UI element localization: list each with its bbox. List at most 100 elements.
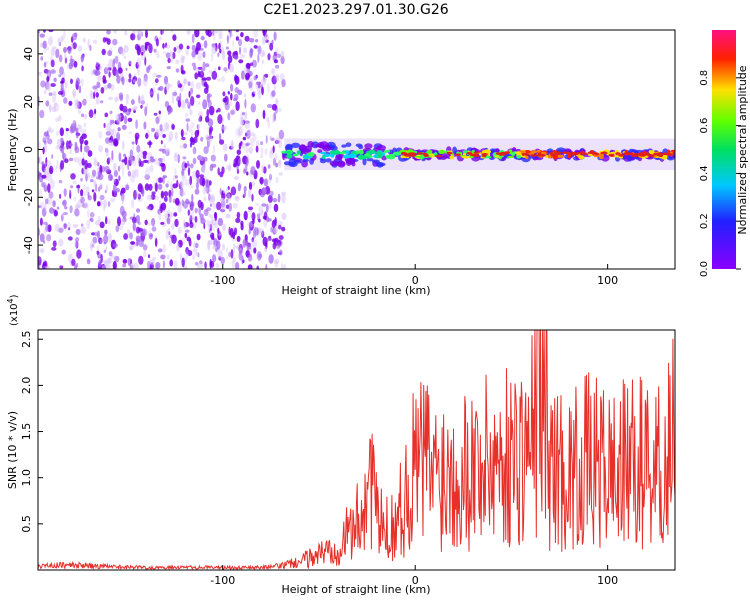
noise-speckle: [190, 163, 194, 169]
noise-speckle: [187, 101, 191, 110]
noise-speckle: [243, 111, 248, 121]
noise-speckle: [182, 156, 187, 160]
noise-speckle: [199, 260, 203, 265]
noise-speckle: [208, 134, 213, 144]
noise-speckle: [195, 261, 199, 266]
noise-speckle: [269, 42, 274, 51]
noise-speckle: [265, 241, 268, 250]
noise-speckle: [93, 179, 97, 188]
noise-speckle: [186, 45, 190, 50]
noise-speckle: [262, 109, 266, 120]
noise-speckle: [80, 177, 83, 182]
noise-speckle: [279, 73, 285, 81]
noise-speckle: [98, 65, 103, 71]
signal-core: [462, 153, 467, 156]
noise-speckle: [39, 109, 45, 119]
signal-peak: [495, 152, 500, 155]
noise-speckle: [48, 128, 54, 133]
noise-speckle: [189, 137, 195, 143]
noise-speckle: [279, 249, 283, 256]
noise-speckle: [141, 228, 147, 237]
noise-speckle: [186, 30, 192, 35]
noise-speckle: [47, 183, 51, 193]
noise-speckle: [232, 202, 238, 209]
noise-speckle: [39, 202, 46, 210]
noise-speckle: [282, 264, 287, 269]
noise-speckle: [162, 51, 167, 55]
noise-speckle: [245, 156, 249, 167]
noise-speckle: [139, 160, 144, 167]
noise-speckle: [70, 44, 74, 48]
noise-speckle: [90, 179, 94, 183]
signal-core: [419, 155, 424, 160]
noise-speckle: [59, 127, 64, 137]
noise-speckle: [91, 189, 95, 193]
noise-speckle: [218, 42, 221, 50]
noise-speckle: [119, 162, 125, 170]
noise-speckle: [238, 142, 242, 150]
noise-speckle: [212, 254, 217, 263]
noise-speckle: [167, 107, 170, 116]
noise-speckle: [63, 55, 68, 64]
signal-core: [376, 151, 383, 156]
noise-speckle: [184, 179, 190, 187]
noise-speckle: [270, 226, 273, 233]
noise-speckle: [89, 212, 95, 218]
noise-speckle: [156, 54, 160, 59]
noise-speckle: [55, 117, 60, 123]
noise-speckle: [174, 167, 177, 177]
noise-speckle: [131, 141, 135, 145]
noise-speckle: [73, 196, 76, 202]
noise-speckle: [190, 80, 194, 90]
noise-speckle: [143, 250, 147, 258]
noise-speckle: [183, 79, 187, 87]
noise-speckle: [149, 165, 154, 173]
noise-speckle: [202, 51, 206, 58]
noise-speckle: [172, 183, 178, 189]
signal-blob: [345, 142, 352, 147]
noise-speckle: [244, 98, 247, 109]
noise-speckle: [112, 190, 118, 198]
noise-speckle: [73, 156, 80, 163]
noise-speckle: [252, 90, 256, 95]
noise-speckle: [111, 128, 117, 139]
signal-peak: [466, 151, 472, 155]
noise-speckle: [261, 59, 264, 65]
noise-speckle: [260, 154, 264, 159]
noise-speckle: [271, 90, 276, 97]
noise-speckle: [194, 30, 200, 38]
noise-speckle: [212, 203, 217, 210]
noise-speckle: [83, 145, 90, 153]
noise-speckle: [102, 259, 107, 264]
noise-speckle: [119, 94, 124, 102]
noise-speckle: [240, 31, 244, 38]
noise-speckle: [179, 187, 184, 197]
noise-speckle: [176, 242, 180, 252]
noise-speckle: [44, 198, 49, 205]
noise-speckle: [43, 89, 47, 95]
noise-speckle: [95, 97, 100, 105]
noise-speckle: [210, 193, 215, 200]
noise-speckle: [255, 39, 259, 43]
noise-speckle: [216, 109, 218, 113]
signal-blob: [452, 146, 457, 154]
noise-speckle: [108, 265, 111, 269]
signal-core: [332, 150, 341, 155]
noise-speckle: [59, 193, 62, 199]
signal-blob: [299, 144, 306, 151]
noise-speckle: [165, 148, 171, 153]
signal-core: [462, 150, 468, 154]
signal-blob: [376, 162, 386, 167]
noise-speckle: [91, 243, 94, 248]
signal-peak: [667, 153, 673, 156]
noise-speckle: [41, 161, 45, 166]
noise-speckle: [194, 207, 198, 214]
noise-speckle: [103, 249, 107, 253]
noise-speckle: [233, 243, 236, 254]
noise-speckle: [103, 241, 106, 245]
noise-speckle: [206, 109, 210, 117]
noise-speckle: [83, 113, 88, 120]
noise-speckle: [45, 265, 51, 269]
noise-speckle: [140, 100, 145, 105]
signal-core: [302, 156, 308, 159]
